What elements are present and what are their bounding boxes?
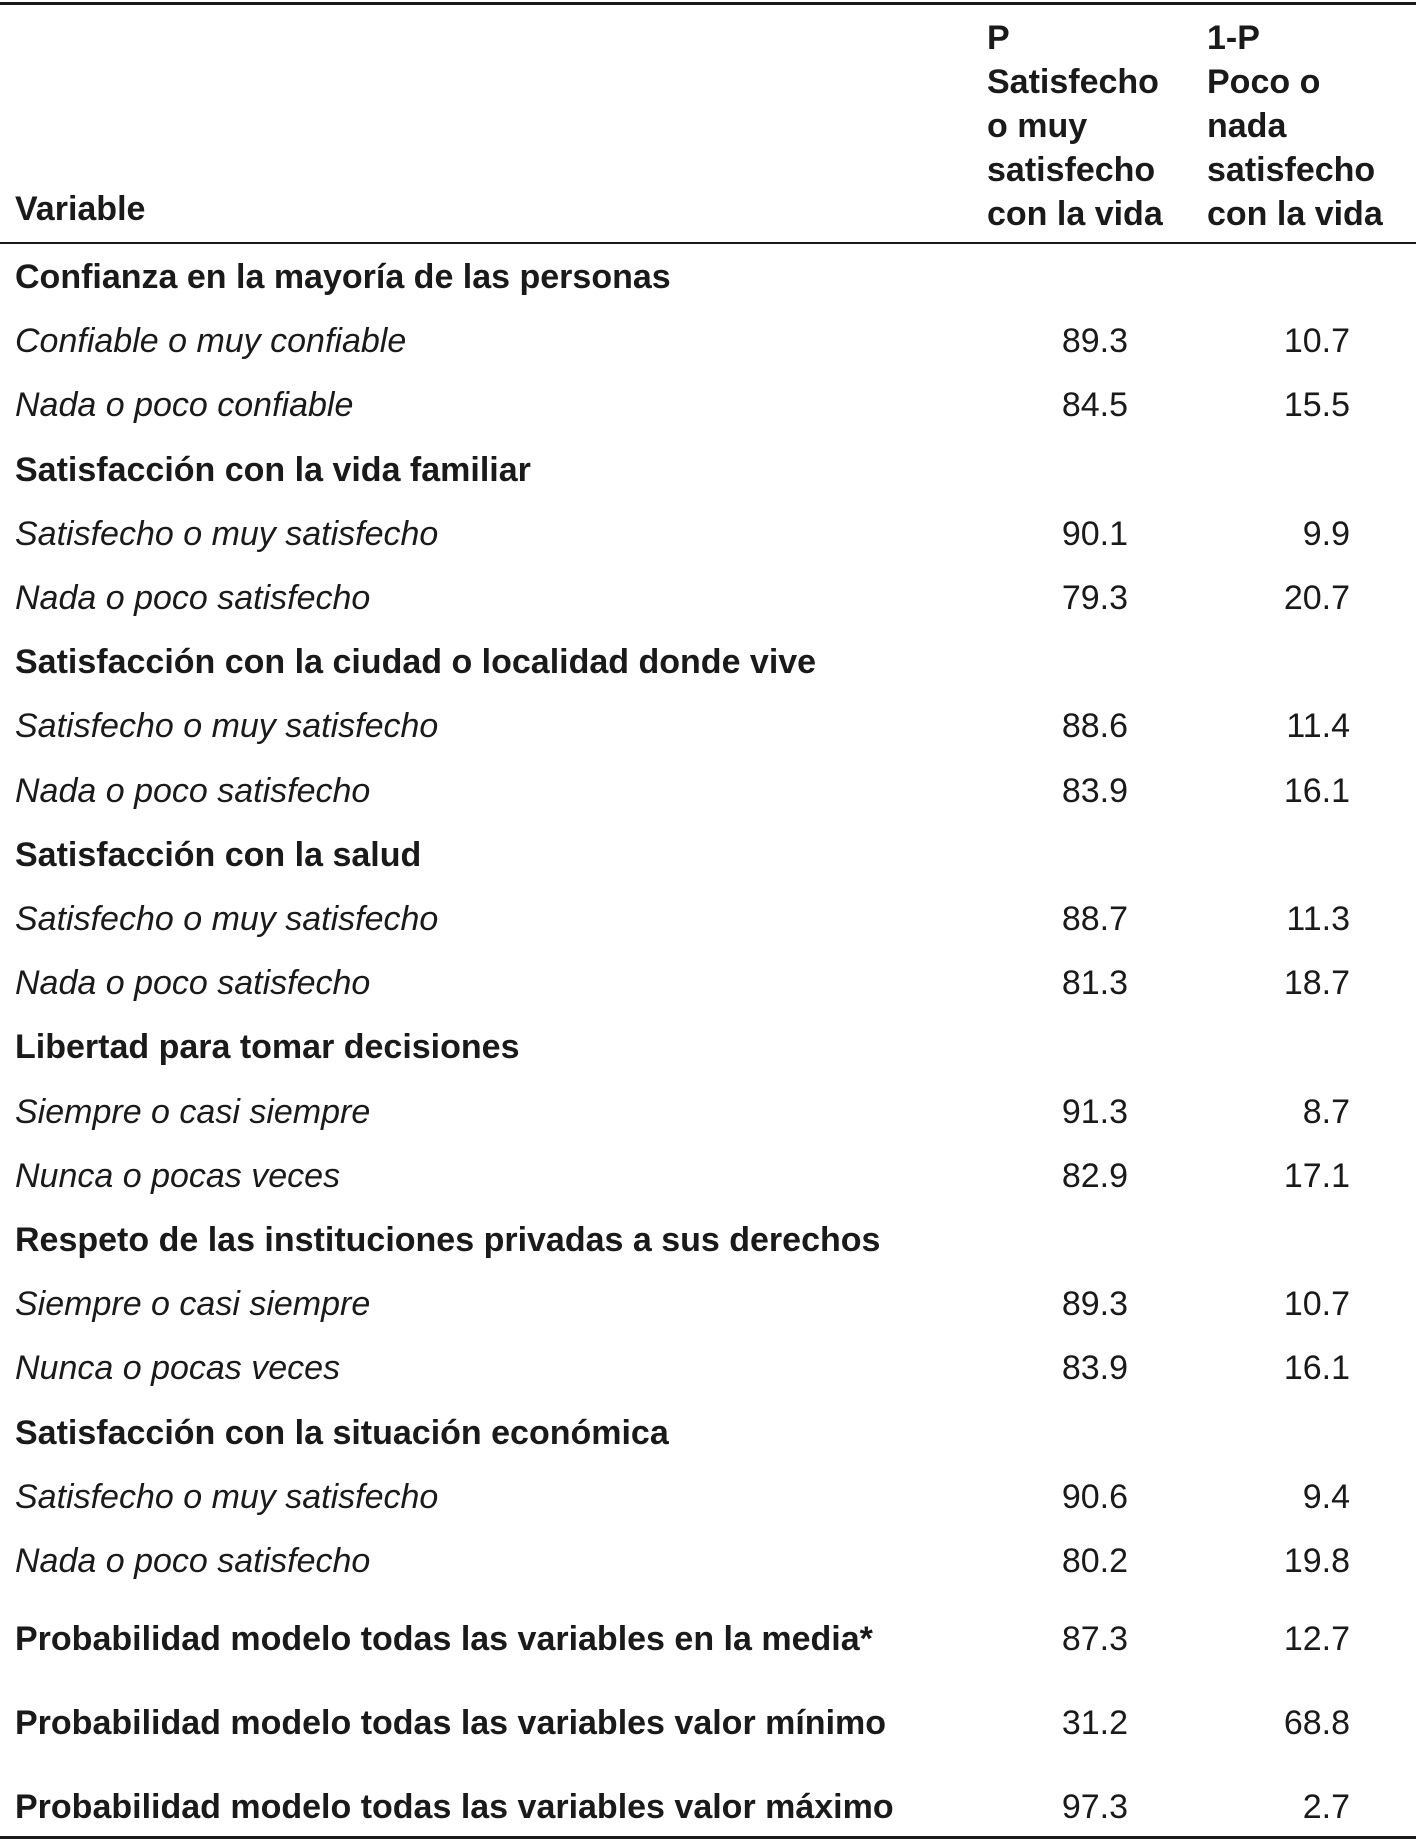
header-np-line: con la vida [1207, 195, 1383, 233]
one-minus-p-value: 12.7 [1283, 1620, 1350, 1658]
header-p-line: o muy [987, 107, 1088, 145]
row-label: Nada o poco confiable [15, 386, 354, 425]
table-row: Nada o poco confiable 84.5 15.5 [0, 380, 1416, 430]
table-row: Siempre o casi siempre 89.3 10.7 [0, 1279, 1416, 1329]
header-np-line: Poco o [1207, 63, 1321, 101]
p-value: 89.3 [1061, 322, 1128, 361]
table-row: Nada o poco satisfecho 81.3 18.7 [0, 958, 1416, 1008]
p-value: 31.2 [1061, 1704, 1128, 1742]
one-minus-p-value: 20.7 [1283, 579, 1350, 617]
category-label: Satisfacción con la salud [15, 835, 422, 874]
one-minus-p-value: 8.7 [1302, 1092, 1350, 1131]
category-row: Respeto de las instituciones privadas a … [0, 1215, 1416, 1265]
one-minus-p-value: 9.9 [1302, 514, 1350, 553]
table-row: Satisfecho o muy satisfecho 88.6 11.4 [0, 701, 1416, 751]
row-label: Satisfecho o muy satisfecho [15, 514, 439, 553]
header-variable: Variable [15, 190, 146, 228]
p-value: 83.9 [1061, 771, 1128, 810]
one-minus-p-value: 10.7 [1283, 1285, 1350, 1324]
summary-row: Probabilidad modelo todas las variables … [0, 1782, 1416, 1832]
p-value: 84.5 [1061, 386, 1128, 425]
category-row: Libertad para tomar decisiones [0, 1022, 1416, 1072]
table-row: Confiable o muy confiable 89.3 10.7 [0, 316, 1416, 366]
table-row: Satisfecho o muy satisfecho 90.6 9.4 [0, 1472, 1416, 1522]
one-minus-p-value: 19.8 [1283, 1542, 1350, 1580]
table-row: Nunca o pocas veces 82.9 17.1 [0, 1151, 1416, 1201]
header-p-line: Satisfecho [987, 63, 1159, 101]
p-value: 79.3 [1061, 579, 1128, 617]
category-label: Satisfacción con la situación económica [15, 1413, 669, 1452]
p-value: 91.3 [1061, 1092, 1128, 1131]
row-label: Nada o poco satisfecho [15, 1542, 371, 1580]
table-row: Nada o poco satisfecho 80.2 19.8 [0, 1536, 1416, 1586]
one-minus-p-value: 15.5 [1283, 386, 1350, 425]
p-value: 82.9 [1061, 1156, 1128, 1195]
p-value: 80.2 [1061, 1542, 1128, 1580]
category-label: Libertad para tomar decisiones [15, 1028, 520, 1067]
row-label: Satisfecho o muy satisfecho [15, 707, 439, 746]
table-row: Nunca o pocas veces 83.9 16.1 [0, 1343, 1416, 1393]
row-label: Nunca o pocas veces [15, 1349, 341, 1388]
category-label: Satisfacción con la ciudad o localidad d… [15, 643, 817, 682]
header-np-line: nada [1207, 107, 1287, 145]
one-minus-p-value: 17.1 [1283, 1156, 1350, 1195]
row-label: Nada o poco satisfecho [15, 964, 371, 1003]
header-np-line: satisfecho [1207, 151, 1376, 189]
row-label: Nada o poco satisfecho [15, 771, 371, 810]
row-label: Confiable o muy confiable [15, 322, 407, 361]
category-row: Satisfacción con la ciudad o localidad d… [0, 637, 1416, 687]
p-value: 90.1 [1061, 514, 1128, 553]
category-label: Satisfacción con la vida familiar [15, 450, 531, 489]
row-label: Siempre o casi siempre [15, 1092, 371, 1131]
row-label: Nada o poco satisfecho [15, 579, 371, 617]
row-label: Probabilidad modelo todas las variables … [15, 1620, 873, 1658]
p-value: 81.3 [1061, 964, 1128, 1003]
p-value: 88.7 [1061, 900, 1128, 938]
category-row: Satisfacción con la situación económica [0, 1408, 1416, 1458]
header-p-column: P Satisfecho o muy satisfecho con la vid… [987, 16, 1187, 236]
table-row: Nada o poco satisfecho 83.9 16.1 [0, 766, 1416, 816]
category-label: Respeto de las instituciones privadas a … [15, 1221, 881, 1259]
summary-row: Probabilidad modelo todas las variables … [0, 1614, 1416, 1664]
row-label: Satisfecho o muy satisfecho [15, 900, 439, 938]
row-label: Probabilidad modelo todas las variables … [15, 1788, 894, 1826]
row-label: Siempre o casi siempre [15, 1285, 371, 1324]
row-label: Probabilidad modelo todas las variables … [15, 1704, 887, 1742]
header-p-line: P [987, 19, 1010, 57]
table-top-rule [0, 2, 1416, 5]
one-minus-p-value: 16.1 [1283, 1349, 1350, 1388]
one-minus-p-value: 18.7 [1283, 964, 1350, 1003]
header-p-line: satisfecho [987, 151, 1156, 189]
p-value: 83.9 [1061, 1349, 1128, 1388]
header-1-minus-p-column: 1-P Poco o nada satisfecho con la vida [1207, 16, 1407, 236]
p-value: 90.6 [1061, 1477, 1128, 1516]
p-value: 87.3 [1061, 1620, 1128, 1658]
table-row: Satisfecho o muy satisfecho 90.1 9.9 [0, 509, 1416, 559]
one-minus-p-value: 10.7 [1283, 322, 1350, 361]
one-minus-p-value: 16.1 [1283, 771, 1350, 810]
one-minus-p-value: 9.4 [1302, 1477, 1350, 1516]
one-minus-p-value: 11.4 [1286, 707, 1350, 746]
p-value: 88.6 [1061, 707, 1128, 746]
header-np-line: 1-P [1207, 19, 1260, 57]
one-minus-p-value: 68.8 [1283, 1704, 1350, 1742]
row-label: Nunca o pocas veces [15, 1156, 341, 1195]
row-label: Satisfecho o muy satisfecho [15, 1477, 439, 1516]
table-row: Satisfecho o muy satisfecho 88.7 11.3 [0, 894, 1416, 944]
one-minus-p-value: 2.7 [1302, 1788, 1350, 1826]
p-value: 89.3 [1061, 1285, 1128, 1324]
p-value: 97.3 [1061, 1788, 1128, 1826]
one-minus-p-value: 11.3 [1286, 900, 1350, 938]
table-row: Nada o poco satisfecho 79.3 20.7 [0, 573, 1416, 623]
summary-row: Probabilidad modelo todas las variables … [0, 1698, 1416, 1748]
category-row: Confianza en la mayoría de las personas [0, 252, 1416, 302]
table-bottom-rule [0, 1836, 1416, 1839]
category-row: Satisfacción con la vida familiar [0, 445, 1416, 495]
category-row: Satisfacción con la salud [0, 830, 1416, 880]
category-label: Confianza en la mayoría de las personas [15, 258, 671, 296]
table-row: Siempre o casi siempre 91.3 8.7 [0, 1087, 1416, 1137]
header-bottom-rule [0, 242, 1416, 244]
header-p-line: con la vida [987, 195, 1163, 233]
